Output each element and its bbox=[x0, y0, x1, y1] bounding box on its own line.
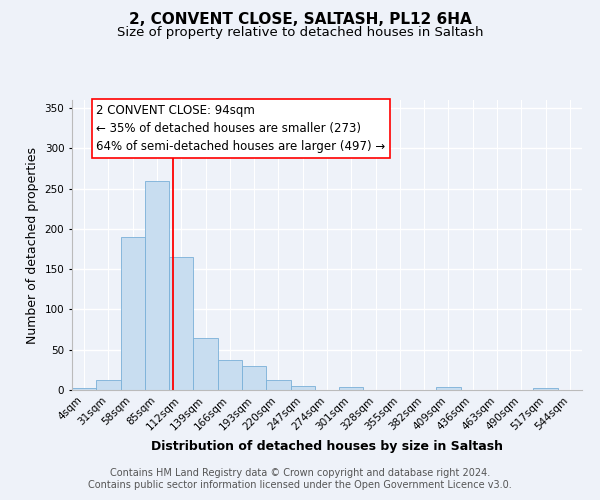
Text: Contains HM Land Registry data © Crown copyright and database right 2024.: Contains HM Land Registry data © Crown c… bbox=[110, 468, 490, 477]
Bar bbox=[169, 257, 193, 390]
Bar bbox=[533, 388, 558, 390]
Bar bbox=[121, 237, 145, 390]
Text: Contains public sector information licensed under the Open Government Licence v3: Contains public sector information licen… bbox=[88, 480, 512, 490]
Bar bbox=[266, 380, 290, 390]
Text: Size of property relative to detached houses in Saltash: Size of property relative to detached ho… bbox=[117, 26, 483, 39]
Bar bbox=[145, 180, 169, 390]
Y-axis label: Number of detached properties: Number of detached properties bbox=[26, 146, 39, 344]
Bar bbox=[436, 387, 461, 390]
Text: 2 CONVENT CLOSE: 94sqm
← 35% of detached houses are smaller (273)
64% of semi-de: 2 CONVENT CLOSE: 94sqm ← 35% of detached… bbox=[96, 104, 386, 153]
Bar bbox=[193, 338, 218, 390]
Bar bbox=[290, 386, 315, 390]
Bar bbox=[96, 380, 121, 390]
Bar bbox=[72, 388, 96, 390]
Text: 2, CONVENT CLOSE, SALTASH, PL12 6HA: 2, CONVENT CLOSE, SALTASH, PL12 6HA bbox=[128, 12, 472, 28]
Bar bbox=[242, 366, 266, 390]
X-axis label: Distribution of detached houses by size in Saltash: Distribution of detached houses by size … bbox=[151, 440, 503, 453]
Bar bbox=[339, 387, 364, 390]
Bar bbox=[218, 360, 242, 390]
